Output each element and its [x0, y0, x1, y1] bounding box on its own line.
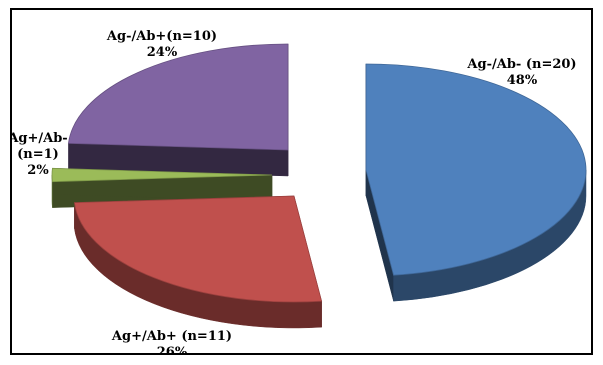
slice-label-ag-ab-n-10: Ag-/Ab+(n=10) 24%	[106, 29, 217, 60]
slice-name-label: Ag+/Ab+ (n=11)	[111, 329, 232, 344]
slice-name-label: (n=1)	[17, 147, 59, 162]
slice-label-ag-ab-n-11: Ag+/Ab+ (n=11) 26%	[111, 329, 232, 354]
slice-percent-label: 48%	[507, 73, 538, 88]
slice-name-label: Ag+/Ab-	[12, 131, 68, 146]
pie-slice-ag-ab-n-10	[67, 43, 289, 151]
slice-percent-label: 24%	[147, 45, 178, 60]
slice-name-label: Ag-/Ab+(n=10)	[106, 29, 217, 44]
slice-label-ag-ab-n-1: Ag+/Ab-(n=1) 2%	[12, 131, 68, 178]
pie-chart: Ag-/Ab- (n=20) 48%Ag+/Ab+ (n=11) 26%Ag+/Ab…	[12, 29, 587, 354]
slice-label-ag-ab-n-20: Ag-/Ab- (n=20) 48%	[466, 57, 576, 88]
slice-name-label: Ag-/Ab- (n=20)	[466, 57, 576, 72]
slice-percent-label: 2%	[27, 163, 49, 178]
pie-slice-ag-ab-n-20	[365, 63, 587, 276]
chart-frame: Ag-/Ab- (n=20) 48% Ag+/Ab+ (n=11) 26% Ag+/Ab…	[10, 8, 593, 355]
slice-percent-label: 26%	[157, 345, 188, 354]
pie-tops	[51, 43, 587, 303]
pie-slice-ag-ab-n-1	[51, 167, 273, 183]
pie-slice-ag-ab-n-11	[73, 195, 323, 303]
